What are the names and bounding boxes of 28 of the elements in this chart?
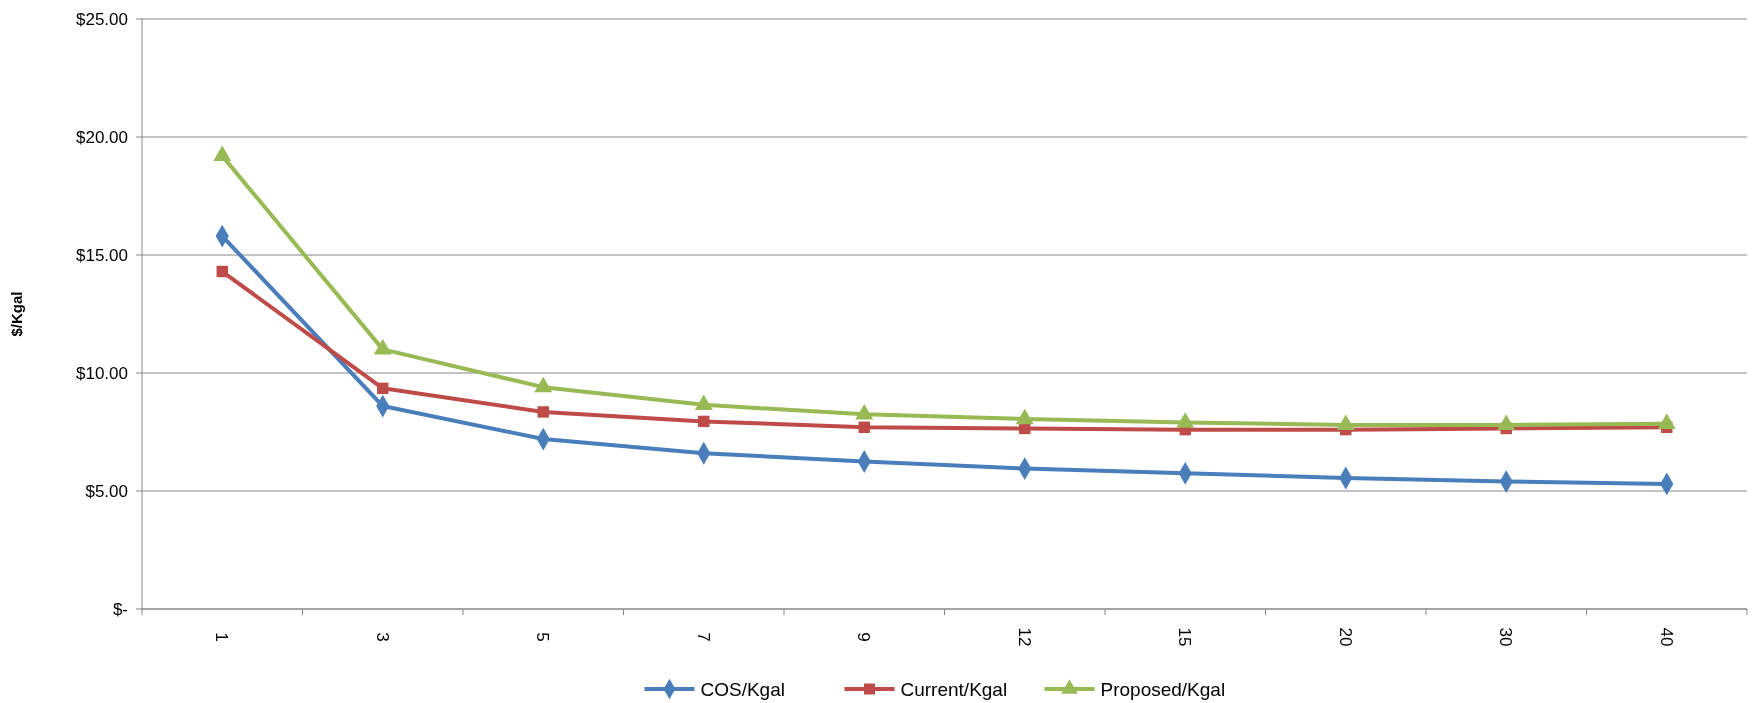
x-tick-label: 7 [693,632,713,642]
legend-label: COS/Kgal [700,678,785,700]
x-tick-label: 3 [372,632,392,642]
x-tick-label: 9 [854,632,874,642]
x-tick-label: 5 [533,632,553,642]
y-tick-label: $5.00 [85,481,128,501]
x-tick-label: 30 [1496,627,1516,647]
point [537,406,549,418]
y-tick-label: $25.00 [76,9,128,29]
point [216,265,228,278]
point [694,394,713,411]
legend-label: Current/Kgal [900,678,1008,700]
x-tick-label: 40 [1656,627,1676,647]
x-tick-label: 12 [1014,627,1034,647]
legend-label: Proposed/Kgal [1100,678,1226,700]
point [858,421,870,433]
y-tick-label: $20.00 [76,127,128,147]
x-tick-label: 20 [1335,627,1355,647]
point [377,382,389,395]
x-tick-label: 15 [1175,627,1195,647]
y-tick-label: $- [112,599,128,619]
point [373,339,392,355]
y-tick-label: $15.00 [76,245,128,265]
point [698,415,710,428]
y-axis-title: $/Kgal [8,291,25,337]
point [213,145,232,162]
y-tick-label: $10.00 [76,363,128,383]
x-tick-label: 1 [212,632,232,642]
